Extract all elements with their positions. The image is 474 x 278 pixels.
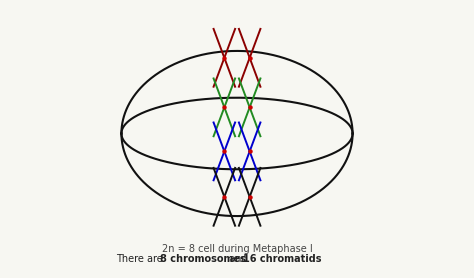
Text: and: and (226, 254, 251, 264)
Text: There are: There are (116, 254, 166, 264)
Text: 16 chromatids: 16 chromatids (243, 254, 322, 264)
Text: 2n = 8 cell during Metaphase I: 2n = 8 cell during Metaphase I (162, 244, 312, 254)
Text: 8 chromosomes: 8 chromosomes (160, 254, 246, 264)
